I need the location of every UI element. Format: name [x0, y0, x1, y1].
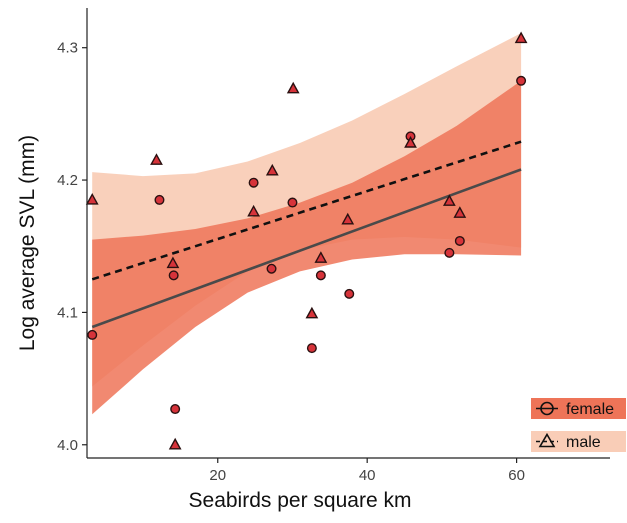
female-point: [248, 177, 259, 188]
y-tick-label: 4.0: [57, 437, 78, 454]
male-point: [166, 256, 180, 269]
male-point: [404, 136, 417, 148]
female-point: [315, 270, 326, 281]
female-point: [344, 288, 355, 299]
female-legend-label: female: [566, 401, 614, 418]
female-point: [87, 329, 98, 340]
female-point: [444, 247, 455, 258]
male-point: [305, 306, 319, 319]
female-point: [154, 194, 165, 205]
x-axis-title: Seabirds per square km: [189, 489, 412, 512]
legend: female male: [531, 398, 626, 452]
confidence-bands: [92, 33, 522, 415]
female-point: [306, 343, 317, 354]
male-point: [514, 31, 528, 44]
male-point: [314, 251, 328, 263]
male-point: [168, 437, 182, 450]
male-point: [85, 192, 99, 205]
data-points: [85, 31, 528, 450]
y-tick-label: 4.3: [57, 40, 78, 57]
male-point: [442, 194, 456, 206]
y-axis-title: Log average SVL (mm): [16, 135, 39, 351]
x-tick-label: 40: [359, 467, 376, 484]
female-legend-marker: [540, 401, 554, 416]
male-legend-label: male: [566, 434, 601, 451]
x-tick-label: 60: [508, 467, 525, 484]
y-tick-label: 4.1: [57, 304, 78, 321]
male-fit-line: [91, 140, 522, 281]
female-point: [454, 235, 465, 246]
female-point: [170, 404, 181, 415]
male-point: [453, 206, 467, 218]
female-point: [266, 263, 277, 274]
y-tick-label: 4.2: [57, 172, 78, 189]
x-tick-label: 20: [209, 467, 226, 484]
male-point: [265, 163, 279, 176]
female-point: [516, 75, 527, 86]
male-point: [341, 212, 355, 225]
female-point: [168, 270, 179, 281]
male-point: [247, 204, 260, 217]
ticks: 20 40 60 4.0 4.1 4.2 4.3: [57, 40, 525, 484]
male-point: [150, 153, 163, 165]
female-point: [287, 197, 298, 208]
male-legend-marker: [538, 432, 556, 448]
male-point: [286, 81, 300, 94]
female-legend-swatch: [531, 398, 626, 419]
axes: [86, 8, 610, 459]
